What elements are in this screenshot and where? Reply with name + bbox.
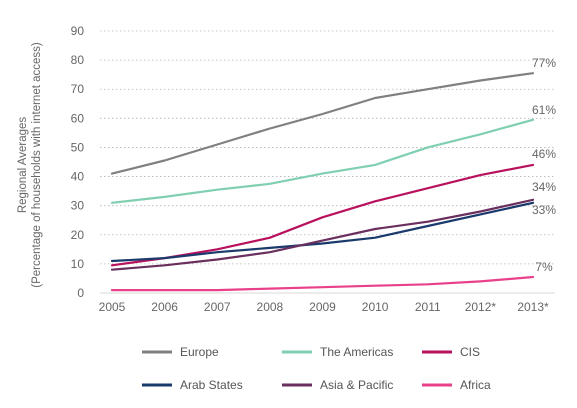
series-line-cis [110, 163, 535, 267]
legend-label: Africa [460, 378, 491, 392]
y-axis-ticks: 0 10 20 30 40 50 60 70 80 90 [71, 24, 85, 300]
legend-label: Asia & Pacific [320, 378, 393, 392]
y-tick-label: 10 [71, 257, 85, 271]
y-tick-label: 50 [71, 140, 85, 154]
series-line-arab-states [110, 201, 535, 263]
gridlines [100, 30, 555, 294]
y-tick-label: 60 [71, 111, 85, 125]
x-tick-label: 2010 [362, 300, 389, 314]
y-tick-label: 40 [71, 170, 85, 184]
end-label: 34% [532, 180, 556, 194]
series-line-africa [110, 275, 535, 292]
series-lines [110, 72, 535, 292]
series-line-the-americas [110, 118, 535, 204]
series-line-europe [110, 72, 535, 175]
legend-label: The Americas [320, 345, 393, 359]
end-labels: 77% 61% 46% 33% 34% 7% [532, 56, 556, 274]
x-tick-label: 2012* [465, 300, 497, 314]
y-tick-label: 0 [77, 286, 84, 300]
x-tick-label: 2013* [517, 300, 549, 314]
x-tick-label: 2005 [99, 300, 126, 314]
x-tick-label: 2008 [257, 300, 284, 314]
end-label: 61% [532, 103, 556, 117]
x-tick-label: 2006 [151, 300, 178, 314]
x-tick-label: 2009 [309, 300, 336, 314]
y-tick-label: 20 [71, 228, 85, 242]
x-tick-label: 2011 [415, 300, 441, 314]
y-axis-label-line2: (Percentage of households with internet … [31, 42, 43, 288]
end-label: 33% [532, 203, 556, 217]
y-tick-label: 80 [71, 53, 85, 67]
legend-label: CIS [460, 345, 480, 359]
x-tick-label: 2007 [204, 300, 231, 314]
series-line-asia-pacific [110, 198, 535, 271]
end-label: 46% [532, 147, 556, 161]
y-tick-label: 70 [71, 82, 85, 96]
legend-label: Europe [180, 345, 219, 359]
y-tick-label: 90 [71, 24, 85, 38]
x-axis-ticks: 2005 2006 2007 2008 2009 2010 2011 2012* 2013* [99, 300, 549, 314]
y-tick-label: 30 [71, 199, 85, 213]
legend: Europe The Americas CIS Arab States Asia & P… [142, 345, 491, 392]
y-axis-label-line1: Regional Averages [17, 117, 29, 214]
end-label: 7% [535, 260, 553, 274]
end-label: 77% [532, 56, 556, 70]
legend-label: Arab States [180, 378, 243, 392]
